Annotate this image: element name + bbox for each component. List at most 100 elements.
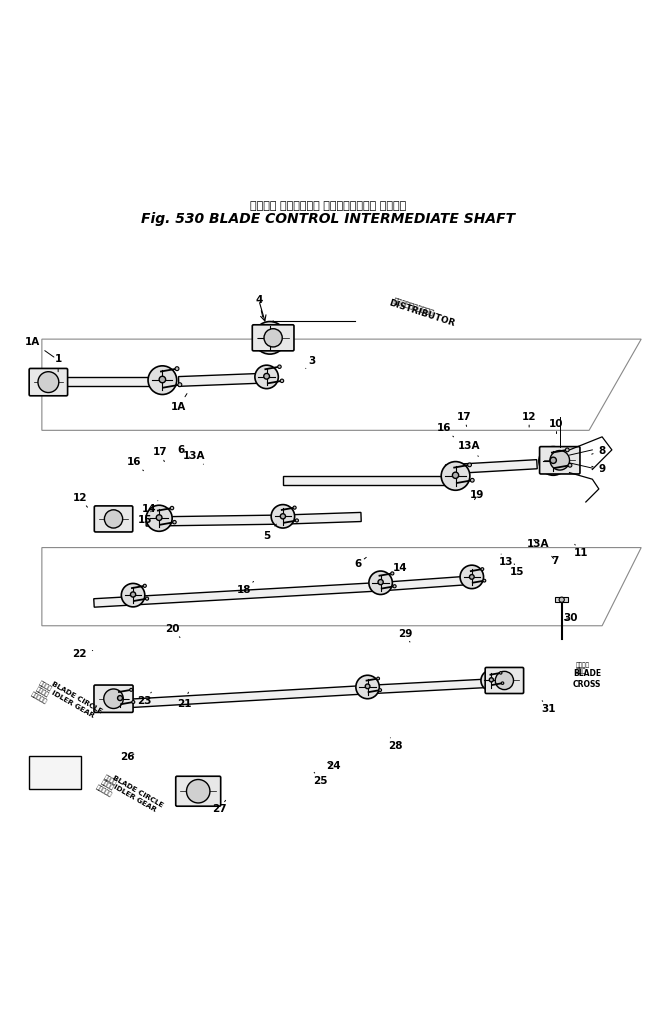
Text: 7: 7: [551, 555, 559, 565]
Circle shape: [550, 458, 556, 464]
Circle shape: [170, 506, 173, 510]
Text: 30: 30: [564, 613, 578, 623]
Circle shape: [118, 696, 122, 701]
Circle shape: [566, 448, 569, 452]
Circle shape: [104, 689, 124, 709]
Circle shape: [295, 519, 298, 522]
Text: 27: 27: [212, 800, 227, 815]
Circle shape: [271, 504, 294, 528]
Text: ディストリビューター: ディストリビューター: [392, 297, 435, 316]
Text: 1A: 1A: [24, 337, 54, 357]
Circle shape: [356, 675, 379, 699]
Circle shape: [501, 682, 504, 684]
Text: 16: 16: [127, 458, 143, 471]
Text: 19: 19: [470, 490, 484, 500]
Text: BLADE CIRCLE
IDLER GEAR: BLADE CIRCLE IDLER GEAR: [46, 680, 102, 721]
Bar: [283, 513, 361, 524]
Text: 13A: 13A: [527, 539, 549, 549]
Text: 14: 14: [393, 563, 407, 574]
Text: 1A: 1A: [171, 394, 187, 412]
Circle shape: [483, 580, 486, 582]
Bar: [120, 685, 368, 708]
Circle shape: [470, 478, 474, 482]
Text: 12: 12: [522, 412, 536, 427]
Text: 13A: 13A: [183, 452, 206, 464]
Text: 4: 4: [255, 295, 263, 317]
Circle shape: [369, 571, 392, 595]
Text: 6: 6: [177, 444, 190, 458]
Circle shape: [365, 684, 370, 689]
Text: Fig. 530 BLADE CONTROL INTERMEDIATE SHAFT: Fig. 530 BLADE CONTROL INTERMEDIATE SHAF…: [141, 212, 516, 226]
Circle shape: [293, 506, 296, 510]
Text: 10: 10: [549, 419, 564, 433]
Text: 13A: 13A: [458, 441, 480, 457]
Circle shape: [159, 376, 166, 382]
Bar: [29, 756, 81, 788]
Text: DISTRIBUTOR: DISTRIBUTOR: [387, 298, 455, 328]
FancyBboxPatch shape: [94, 685, 133, 712]
Bar: [179, 373, 263, 386]
FancyBboxPatch shape: [95, 505, 133, 532]
Bar: [94, 583, 381, 607]
Text: 23: 23: [137, 693, 152, 706]
Text: 11: 11: [574, 544, 589, 557]
Text: 29: 29: [398, 629, 413, 642]
Circle shape: [278, 365, 281, 368]
Bar: [555, 597, 568, 602]
Circle shape: [173, 521, 176, 524]
Circle shape: [489, 677, 493, 682]
Circle shape: [264, 328, 283, 347]
Circle shape: [146, 505, 172, 531]
Circle shape: [481, 670, 502, 691]
Text: 6: 6: [354, 557, 367, 569]
Circle shape: [378, 689, 382, 692]
Text: 31: 31: [541, 701, 556, 714]
Circle shape: [175, 367, 179, 370]
Text: 22: 22: [72, 650, 93, 659]
Text: 13: 13: [499, 554, 513, 566]
Text: BLADE
CROSS: BLADE CROSS: [573, 669, 601, 690]
Circle shape: [178, 382, 182, 386]
Text: 8: 8: [592, 445, 606, 456]
Circle shape: [263, 373, 269, 379]
Text: 5: 5: [263, 524, 277, 541]
Bar: [283, 476, 445, 485]
Circle shape: [376, 677, 380, 680]
Circle shape: [143, 584, 147, 588]
Bar: [380, 576, 472, 591]
Text: 24: 24: [327, 761, 341, 771]
Text: 9: 9: [592, 465, 606, 474]
Text: ブレード
サークル
アイドラー: ブレード サークル アイドラー: [30, 679, 54, 705]
FancyBboxPatch shape: [175, 776, 221, 806]
Circle shape: [129, 689, 133, 692]
Text: 3: 3: [306, 356, 316, 368]
Circle shape: [145, 597, 148, 600]
Circle shape: [539, 446, 568, 475]
Text: 25: 25: [313, 772, 328, 786]
Text: 1: 1: [55, 354, 62, 371]
Text: 20: 20: [165, 624, 180, 638]
Circle shape: [559, 597, 564, 602]
Text: BLADE CIRCLE
IDLER GEAR: BLADE CIRCLE IDLER GEAR: [108, 775, 164, 816]
Circle shape: [460, 565, 484, 589]
Bar: [445, 460, 537, 474]
FancyBboxPatch shape: [539, 446, 580, 474]
Circle shape: [148, 366, 177, 395]
Text: ブレード
クロス: ブレード クロス: [576, 662, 590, 674]
Circle shape: [281, 379, 284, 382]
Circle shape: [131, 592, 136, 597]
Text: 17: 17: [457, 412, 471, 426]
Circle shape: [481, 567, 484, 571]
Text: 18: 18: [237, 582, 254, 595]
Text: 17: 17: [153, 447, 168, 462]
Text: 15: 15: [137, 512, 152, 525]
Circle shape: [38, 371, 59, 393]
Circle shape: [122, 584, 145, 607]
Text: 26: 26: [121, 753, 135, 763]
Circle shape: [453, 472, 459, 478]
Circle shape: [442, 462, 470, 490]
Text: 12: 12: [72, 493, 87, 507]
Circle shape: [378, 580, 383, 585]
FancyBboxPatch shape: [485, 667, 524, 694]
Circle shape: [468, 463, 472, 467]
